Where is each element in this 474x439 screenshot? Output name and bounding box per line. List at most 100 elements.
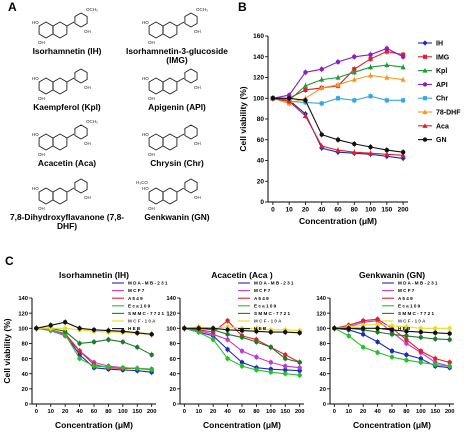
x-tick-label: 20	[210, 409, 216, 415]
data-point	[319, 85, 325, 90]
y-axis-label: Cell viability (%)	[238, 86, 248, 151]
molecule-drawing: HO OH OH OCH₃	[32, 119, 98, 157]
y-tick-label: 20	[22, 387, 28, 393]
bond	[66, 77, 75, 83]
data-point	[303, 98, 308, 103]
data-point	[48, 323, 53, 328]
series-7	[34, 319, 154, 338]
legend-item: S M M C - 7 7 2 1	[112, 311, 164, 316]
data-point	[422, 96, 428, 101]
series-7	[182, 325, 302, 336]
data-point	[389, 348, 395, 354]
data-point	[335, 147, 341, 153]
legend-item: A 5 4 9	[238, 296, 269, 301]
data-point	[389, 323, 395, 329]
data-point	[433, 326, 438, 331]
data-point	[360, 332, 366, 337]
legend-label: Kpl	[436, 68, 447, 75]
data-point	[254, 326, 259, 331]
data-point	[400, 64, 406, 70]
bond	[66, 187, 75, 193]
x-tick-label: 10	[196, 409, 202, 415]
legend-label: Chr	[436, 96, 448, 103]
data-point	[384, 62, 390, 68]
data-point	[422, 82, 428, 87]
data-point	[360, 318, 366, 323]
data-point	[268, 366, 274, 372]
hydroxyl-label: OH	[194, 29, 201, 34]
legend-item: IMG	[418, 54, 450, 61]
legend-item: M C F 7	[382, 288, 415, 293]
ring-b	[184, 124, 198, 140]
data-point	[360, 326, 366, 331]
data-point	[375, 339, 380, 345]
chart-title: Acacetin (Aca )	[211, 270, 273, 280]
data-point	[433, 336, 438, 342]
legend-item: GN	[418, 137, 447, 144]
structure-name: Apigenin (API)	[148, 102, 206, 112]
hydroxyl-label: OH	[194, 141, 201, 146]
y-tick-label: 140	[18, 296, 28, 302]
data-point	[346, 326, 351, 331]
hydroxyl-label: HO	[142, 186, 149, 191]
data-point	[375, 350, 380, 355]
data-point	[283, 371, 288, 376]
data-point	[351, 149, 357, 155]
ring-c	[162, 21, 178, 39]
chart-title: Isorhamnetin (IH)	[59, 270, 129, 280]
data-point	[286, 92, 292, 98]
data-point	[62, 332, 68, 337]
x-tick-label: 80	[351, 207, 359, 214]
data-point	[418, 360, 424, 365]
x-tick-label: 200	[147, 409, 157, 415]
legend-label: IMG	[436, 54, 450, 61]
data-point	[77, 348, 82, 354]
data-point	[303, 87, 308, 93]
data-point	[404, 352, 409, 357]
legend-label: M C F 7	[254, 288, 271, 293]
hydroxyl-label: OH	[148, 40, 155, 45]
data-point	[268, 345, 274, 350]
data-point	[225, 318, 230, 323]
data-point	[422, 109, 428, 115]
legend-item: A 5 4 9	[382, 296, 413, 301]
legend-item: Chr	[418, 96, 448, 103]
data-point	[225, 356, 230, 361]
data-point	[120, 339, 126, 345]
data-point	[283, 352, 288, 357]
data-point	[62, 320, 68, 325]
data-point	[404, 329, 409, 334]
data-point	[135, 330, 140, 336]
data-point	[422, 123, 428, 128]
data-point	[384, 49, 389, 54]
y-tick-label: 120	[166, 311, 176, 317]
data-point	[335, 137, 341, 142]
hydroxyl-label: OH	[84, 85, 91, 90]
data-point	[225, 337, 230, 342]
structure-2: HO OH OH OCH₃ Isorhamnetin-3-glucoside (IMG)	[118, 6, 236, 65]
data-point	[375, 322, 380, 327]
y-tick-label: 0	[260, 199, 264, 206]
x-tick-label: 10	[48, 409, 54, 415]
series-4	[270, 45, 406, 102]
data-point	[447, 337, 452, 342]
x-axis-label: Concentration (μM)	[299, 216, 377, 226]
ring-b	[74, 178, 88, 194]
structure-name: Kaempferol (Kpl)	[33, 102, 101, 112]
bond	[176, 21, 185, 27]
hydroxyl-label: HO	[142, 132, 149, 137]
y-tick-label: 60	[170, 357, 176, 363]
structure-name: Chrysin (Chr)	[150, 158, 204, 168]
y-tick-label: 40	[22, 372, 28, 378]
hydroxyl-label: OH	[38, 206, 45, 211]
legend-item: S M M C - 7 7 2 1	[382, 311, 434, 316]
data-point	[400, 76, 406, 82]
data-point	[352, 98, 357, 103]
x-tick-label: 200	[398, 207, 409, 214]
y-axis-label: Cell viability (%)	[2, 318, 12, 383]
data-point	[375, 316, 380, 322]
data-point	[149, 332, 154, 337]
legend-label: A 5 4 9	[128, 296, 143, 301]
